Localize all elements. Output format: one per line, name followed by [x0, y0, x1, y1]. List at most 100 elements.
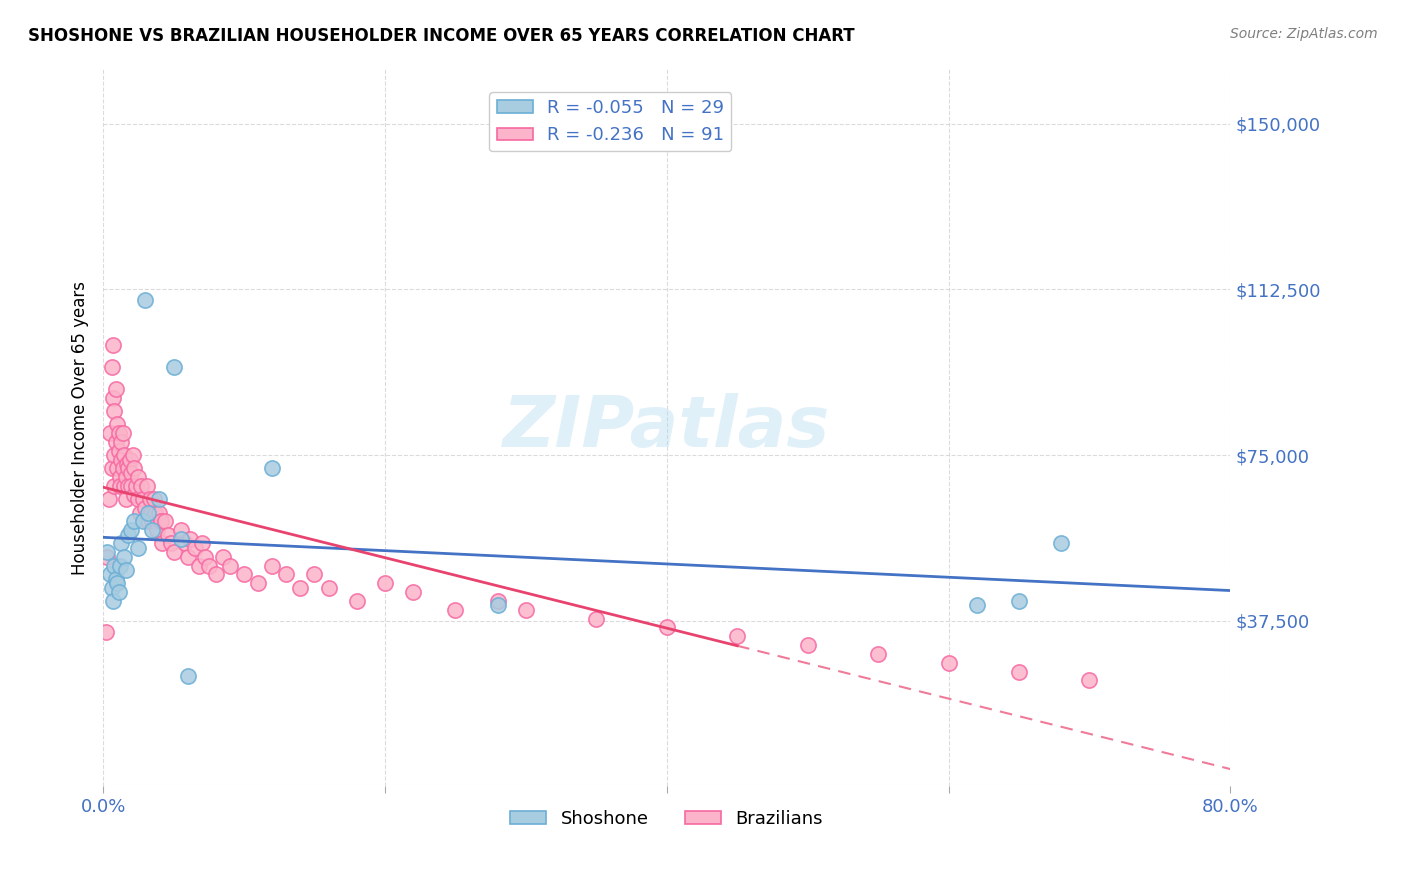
Point [118, 452, 141, 467]
Point [107, 425, 129, 440]
Point [127, 470, 149, 484]
Point [1008, 594, 1031, 608]
Point [114, 492, 136, 507]
Point [486, 594, 509, 608]
Point [114, 470, 136, 484]
Point [122, 515, 145, 529]
Point [346, 594, 368, 608]
Point [515, 603, 537, 617]
Point [318, 581, 340, 595]
Point [112, 448, 135, 462]
Point [108, 479, 131, 493]
Point [868, 647, 890, 661]
Point [108, 470, 131, 484]
Point [655, 620, 678, 634]
Point [108, 558, 131, 573]
Point [112, 549, 135, 564]
Y-axis label: Householder Income Over 65 years: Householder Income Over 65 years [72, 280, 89, 574]
Point [122, 488, 145, 502]
Point [107, 585, 129, 599]
Point [122, 461, 145, 475]
Text: Source: ZipAtlas.com: Source: ZipAtlas.com [1230, 27, 1378, 41]
Point [101, 337, 124, 351]
Point [1078, 673, 1101, 688]
Point [190, 536, 212, 550]
Point [796, 638, 818, 652]
Point [105, 576, 128, 591]
Point [131, 515, 153, 529]
Point [149, 515, 172, 529]
Point [120, 479, 142, 493]
Legend: Shoshone, Brazilians: Shoshone, Brazilians [503, 803, 831, 835]
Point [486, 599, 509, 613]
Point [114, 563, 136, 577]
Point [96, 549, 118, 564]
Point [103, 479, 125, 493]
Point [105, 461, 128, 475]
Point [115, 457, 138, 471]
Point [156, 527, 179, 541]
Point [169, 532, 191, 546]
Point [262, 461, 284, 475]
Point [402, 585, 425, 599]
Point [134, 293, 156, 308]
Point [148, 506, 170, 520]
Point [262, 558, 284, 573]
Point [205, 567, 228, 582]
Point [103, 448, 125, 462]
Point [162, 359, 184, 374]
Point [135, 479, 157, 493]
Point [143, 506, 166, 520]
Point [374, 576, 396, 591]
Point [966, 599, 988, 613]
Point [112, 479, 135, 493]
Point [96, 545, 118, 559]
Point [117, 461, 139, 475]
Point [104, 434, 127, 449]
Point [153, 515, 176, 529]
Point [233, 567, 256, 582]
Point [100, 581, 122, 595]
Point [187, 558, 209, 573]
Point [159, 536, 181, 550]
Point [150, 536, 173, 550]
Point [183, 541, 205, 555]
Point [120, 523, 142, 537]
Point [198, 558, 221, 573]
Point [98, 425, 121, 440]
Point [107, 443, 129, 458]
Point [145, 523, 167, 537]
Point [141, 515, 163, 529]
Point [121, 448, 143, 462]
Point [1008, 665, 1031, 679]
Point [94, 624, 117, 639]
Point [444, 603, 467, 617]
Point [129, 479, 152, 493]
Point [176, 549, 198, 564]
Point [138, 492, 160, 507]
Point [219, 558, 242, 573]
Point [247, 576, 270, 591]
Point [176, 669, 198, 683]
Point [97, 492, 120, 507]
Point [725, 629, 748, 643]
Point [131, 492, 153, 507]
Point [139, 506, 162, 520]
Text: ZIPatlas: ZIPatlas [503, 393, 831, 462]
Point [98, 567, 121, 582]
Point [173, 536, 195, 550]
Point [101, 391, 124, 405]
Text: SHOSHONE VS BRAZILIAN HOUSEHOLDER INCOME OVER 65 YEARS CORRELATION CHART: SHOSHONE VS BRAZILIAN HOUSEHOLDER INCOME… [28, 27, 855, 45]
Point [141, 523, 163, 537]
Point [117, 527, 139, 541]
Point [290, 581, 312, 595]
Point [169, 523, 191, 537]
Point [136, 515, 159, 529]
Point [127, 541, 149, 555]
Point [128, 506, 150, 520]
Point [142, 492, 165, 507]
Point [117, 479, 139, 493]
Point [104, 572, 127, 586]
Point [276, 567, 298, 582]
Point [127, 492, 149, 507]
